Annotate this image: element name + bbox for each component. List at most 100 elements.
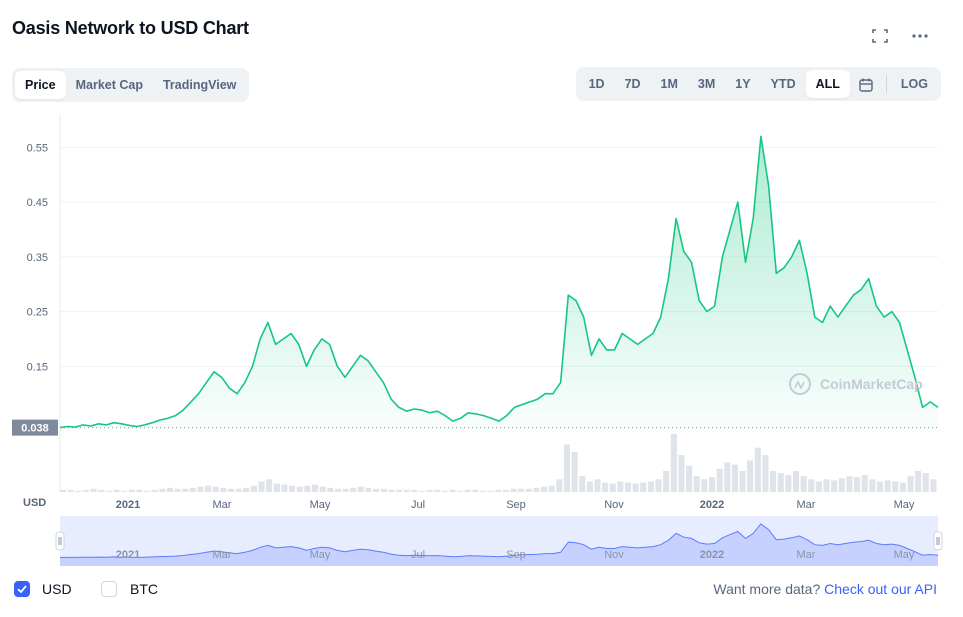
volume-bar bbox=[113, 489, 120, 492]
volume-bar bbox=[311, 484, 318, 492]
price-chart[interactable]: 2021 Mar May Jul Sep Nov 2022 Mar May 0.55 0.45 0.… bbox=[0, 0, 963, 570]
range-all-button[interactable]: ALL bbox=[805, 70, 850, 98]
log-scale-button[interactable]: LOG bbox=[900, 77, 928, 91]
range-1d-button[interactable]: 1D bbox=[588, 77, 605, 91]
volume-bar bbox=[731, 464, 738, 492]
calendar-icon[interactable] bbox=[850, 70, 882, 98]
y-tick-label: 0.25 bbox=[27, 307, 48, 319]
volume-bar bbox=[60, 489, 67, 492]
volume-bar bbox=[525, 488, 532, 492]
volume-bar bbox=[777, 473, 784, 492]
volume-bar bbox=[243, 487, 250, 492]
x-tick-label: Jul bbox=[411, 499, 425, 511]
navigator-tick-label: 2022 bbox=[700, 549, 724, 561]
volume-bar bbox=[166, 487, 173, 492]
page-title: Oasis Network to USD Chart bbox=[12, 18, 249, 38]
volume-bar bbox=[281, 484, 288, 492]
navigator-tick-label: 2021 bbox=[116, 549, 140, 561]
volume-bar bbox=[334, 488, 341, 492]
volume-bar bbox=[724, 462, 731, 492]
api-prefix: Want more data? bbox=[713, 581, 821, 597]
x-tick-label: Nov bbox=[604, 499, 624, 511]
range-1m-button[interactable]: 1M bbox=[660, 77, 678, 91]
volume-bar bbox=[800, 476, 807, 492]
volume-bar bbox=[136, 489, 143, 492]
navigator-tick-label: Nov bbox=[604, 549, 624, 561]
volume-bar bbox=[709, 477, 716, 492]
range-ytd-button[interactable]: YTD bbox=[770, 77, 796, 91]
volume-bar bbox=[189, 487, 196, 492]
volume-bar bbox=[792, 470, 799, 492]
volume-bar bbox=[128, 489, 135, 492]
volume-bar bbox=[670, 434, 677, 492]
volume-bar bbox=[403, 489, 410, 492]
volume-bar bbox=[174, 488, 181, 492]
volume-bar bbox=[838, 478, 845, 492]
volume-bar bbox=[434, 489, 441, 492]
volume-bar bbox=[640, 482, 647, 492]
divider bbox=[885, 75, 887, 93]
range-3m-button[interactable]: 3M bbox=[697, 77, 716, 91]
navigator-left-handle[interactable] bbox=[55, 531, 65, 551]
volume-bar bbox=[770, 470, 777, 492]
volume-bar bbox=[808, 479, 815, 492]
btc-checkbox[interactable] bbox=[101, 581, 117, 597]
navigator-tick-label: Mar bbox=[213, 549, 232, 561]
volume-bar bbox=[105, 490, 112, 492]
api-link[interactable]: Check out our API bbox=[824, 581, 937, 597]
volume-bar bbox=[915, 470, 922, 492]
tab-tradingview[interactable]: TradingView bbox=[162, 78, 237, 92]
volume-bar bbox=[861, 475, 868, 492]
volume-bar bbox=[220, 487, 227, 492]
volume-bar bbox=[533, 487, 540, 492]
navigator-tick-label: May bbox=[310, 549, 331, 561]
volume-bar bbox=[289, 485, 296, 492]
volume-bar bbox=[319, 486, 326, 492]
volume-bar bbox=[395, 489, 402, 492]
navigator-line bbox=[59, 523, 939, 558]
volume-bar bbox=[304, 485, 311, 492]
volume-bar bbox=[556, 479, 563, 492]
tab-price[interactable]: Price bbox=[15, 71, 66, 99]
volume-bar bbox=[67, 489, 74, 492]
volume-bar bbox=[647, 481, 654, 492]
volume-bar bbox=[594, 479, 601, 492]
volume-bar bbox=[159, 488, 166, 492]
volume-bar bbox=[296, 486, 303, 492]
usd-checkbox[interactable] bbox=[14, 581, 30, 597]
price-line bbox=[59, 135, 939, 429]
navigator-tick-label: Jul bbox=[411, 549, 425, 561]
navigator-tick-label: May bbox=[894, 549, 915, 561]
usd-label: USD bbox=[42, 581, 72, 597]
volume-bar bbox=[373, 488, 380, 492]
watermark-text: CoinMarketCap bbox=[820, 376, 923, 392]
tab-market-cap[interactable]: Market Cap bbox=[75, 78, 143, 92]
volume-bar bbox=[907, 476, 914, 492]
volume-bar bbox=[625, 482, 632, 492]
volume-bar bbox=[922, 473, 929, 492]
watermark-logo-ring bbox=[789, 373, 811, 395]
fullscreen-icon[interactable] bbox=[871, 28, 889, 44]
y-tick-label: 0.55 bbox=[27, 142, 48, 154]
more-options-icon[interactable] bbox=[910, 28, 928, 44]
volume-bar bbox=[854, 477, 861, 492]
navigator-right-handle[interactable] bbox=[933, 531, 943, 551]
volume-bar bbox=[823, 479, 830, 492]
api-promo: Want more data? Check out our API bbox=[713, 581, 937, 597]
volume-bar bbox=[90, 488, 97, 492]
volume-bar bbox=[487, 490, 494, 492]
volume-bar bbox=[617, 481, 624, 492]
range-1y-button[interactable]: 1Y bbox=[735, 77, 751, 91]
x-tick-label: Mar bbox=[213, 499, 232, 511]
watermark-logo-mark bbox=[794, 380, 805, 390]
current-price-label: 0.038 bbox=[21, 423, 49, 435]
range-7d-button[interactable]: 7D bbox=[624, 77, 641, 91]
x-tick-label: May bbox=[894, 499, 915, 511]
volume-bar bbox=[655, 479, 662, 492]
volume-bar bbox=[563, 444, 570, 492]
volume-bar bbox=[548, 485, 555, 492]
volume-bar bbox=[205, 485, 212, 492]
navigator-tick-label: Mar bbox=[797, 549, 816, 561]
volume-bar bbox=[365, 487, 372, 492]
y-tick-label: 0.15 bbox=[27, 361, 48, 373]
